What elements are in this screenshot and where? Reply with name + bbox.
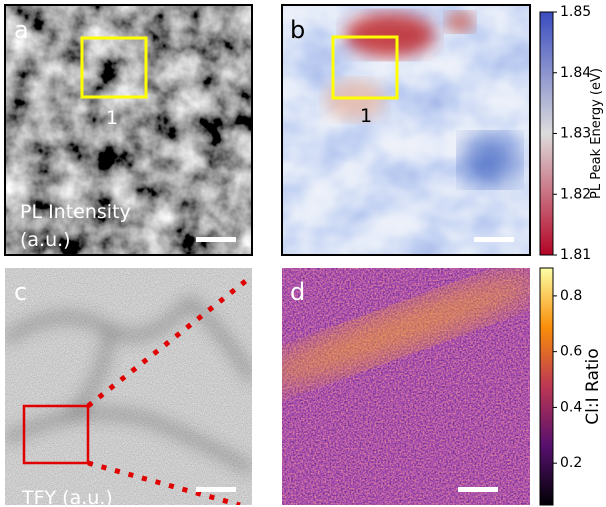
roi-box (22, 404, 90, 465)
hotspot (325, 80, 385, 120)
scale-bar (458, 487, 498, 492)
panel-label: d (290, 278, 305, 306)
colorbar-tick-label: 0.6 (560, 344, 582, 360)
box-label: 1 (106, 107, 118, 129)
panel-c: c TFY (a.u.) (5, 268, 252, 507)
panel-a: 1 a PL Intensity (a.u.) (5, 5, 252, 255)
hotspot (345, 13, 435, 57)
frame (4, 4, 253, 256)
grain-boundary (5, 297, 252, 474)
scale-bar (196, 237, 236, 242)
coldspot (462, 135, 518, 185)
colorbar-label: PL Peak Energy (eV) (589, 68, 604, 199)
caption: TFY (a.u.) (21, 487, 113, 507)
colorbar-tick-label: 1.84 (560, 65, 591, 81)
panel-label: b (290, 16, 305, 44)
panel-label: c (14, 278, 27, 306)
scale-bar (474, 237, 514, 242)
colorbar-tick-label: 1.81 (560, 247, 591, 263)
band (282, 274, 530, 386)
colorbar-tick-label: 1.82 (560, 186, 591, 202)
caption: PL Intensity (20, 201, 131, 223)
panel-label: a (14, 16, 29, 44)
panel-d: d (282, 268, 530, 505)
colorbar-tick-label: 1.85 (560, 4, 591, 20)
scale-bar (196, 487, 236, 492)
colorbar-tick-label: 0.8 (560, 288, 582, 304)
colorbar-label: Cl:I Ratio (583, 348, 603, 424)
image (5, 5, 252, 255)
hotspot (446, 12, 474, 32)
colorbar-tick-label: 1.83 (560, 126, 591, 142)
colorbar (539, 11, 554, 256)
colorbar (539, 267, 554, 506)
box-label: 1 (360, 105, 372, 127)
colorbar-tick-label: 0.2 (560, 455, 582, 471)
caption: (a.u.) (20, 229, 71, 251)
colorbar-tick-label: 0.4 (560, 399, 582, 415)
image (5, 268, 252, 505)
colorbars: 1.81 1.82 1.83 1.84 1.85 PL Peak Energy (eV) 0… (539, 4, 604, 506)
panel-b: 1 b (282, 5, 530, 255)
roi-box (80, 36, 148, 99)
frame (281, 4, 531, 256)
roi-box (331, 35, 399, 100)
